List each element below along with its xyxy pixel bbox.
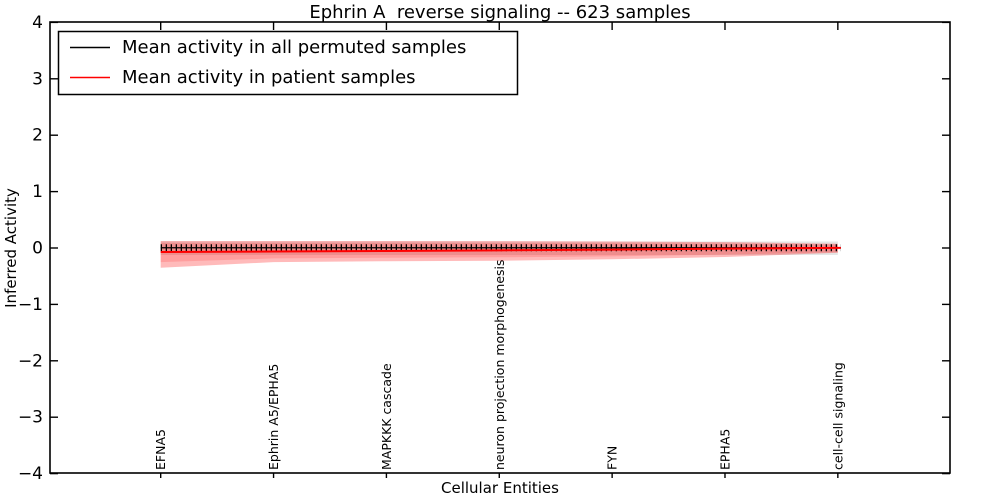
y-tick-label: 3 (32, 69, 43, 89)
y-tick-label: 1 (32, 182, 43, 202)
x-tick-label: neuron projection morphogenesis (492, 259, 507, 470)
patient-mean-line (160, 246, 841, 253)
y-tick-label: −2 (18, 351, 43, 371)
y-tick-label: 2 (32, 126, 43, 146)
y-tick-label: −4 (18, 464, 43, 484)
y-axis-label: Inferred Activity (2, 188, 20, 308)
legend-box (57, 30, 519, 96)
x-axis-label: Cellular Entities (441, 479, 559, 497)
x-tick-label: Ephrin A5/EPHA5 (266, 364, 281, 470)
x-tick-labels: EFNA5 Ephrin A5/EPHA5 MAPKKK cascade neuron… (153, 259, 845, 470)
y-tick-label: −1 (18, 295, 43, 315)
x-tick-label: EFNA5 (153, 429, 168, 470)
x-tick-label: cell-cell signaling (830, 362, 845, 470)
y-tick-labels: 4 3 2 1 0 −1 −2 −3 −4 (18, 13, 43, 484)
x-tick-label: MAPKKK cascade (379, 363, 394, 470)
y-tick-label: −3 (18, 408, 43, 428)
x-tick-label: FYN (605, 446, 620, 470)
x-tick-label: EPHA5 (717, 429, 732, 470)
legend-label-patient: Mean activity in patient samples (122, 67, 416, 88)
series-lines (160, 244, 841, 253)
axis-ticks (50, 21, 950, 478)
legend: Mean activity in all permuted samples Me… (57, 30, 519, 96)
y-tick-label: 0 (32, 239, 43, 259)
legend-label-permuted: Mean activity in all permuted samples (122, 37, 466, 58)
y-tick-label: 4 (32, 13, 43, 33)
chart-title: Ephrin A reverse signaling -- 623 sample… (309, 2, 690, 23)
